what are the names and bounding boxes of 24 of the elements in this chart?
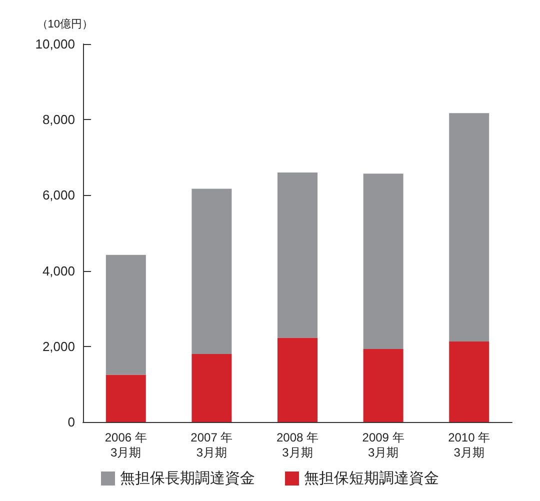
bar — [192, 188, 232, 354]
bar — [363, 349, 404, 422]
bar — [278, 172, 318, 338]
y-tick-label: 4,000 — [42, 263, 75, 278]
x-tick-label: 2006 年 3月期 — [104, 430, 147, 460]
y-tick-label: 10,000 — [35, 36, 75, 52]
bar — [449, 341, 490, 422]
bar — [363, 174, 404, 350]
bar — [278, 338, 318, 422]
bar — [192, 354, 232, 422]
bar — [106, 374, 146, 422]
y-axis-title: （10億円） — [36, 18, 93, 30]
y-tick-label: 6,000 — [42, 188, 75, 203]
y-tick-label: 0 — [68, 414, 75, 430]
bar — [106, 254, 146, 375]
x-tick-label: 2007 年 3月期 — [190, 430, 233, 460]
y-tick-label: 8,000 — [42, 112, 75, 128]
x-tick-label: 2010 年 3月期 — [448, 430, 490, 460]
x-tick-label: 2008 年 3月期 — [276, 430, 319, 460]
bar — [449, 113, 490, 342]
y-tick-label: 2,000 — [42, 338, 75, 354]
legend-label: 無担保長期調達資金 — [120, 470, 255, 487]
x-tick-label: 2009 年 3月期 — [362, 430, 404, 460]
legend-label: 無担保短期調達資金 — [304, 470, 439, 487]
